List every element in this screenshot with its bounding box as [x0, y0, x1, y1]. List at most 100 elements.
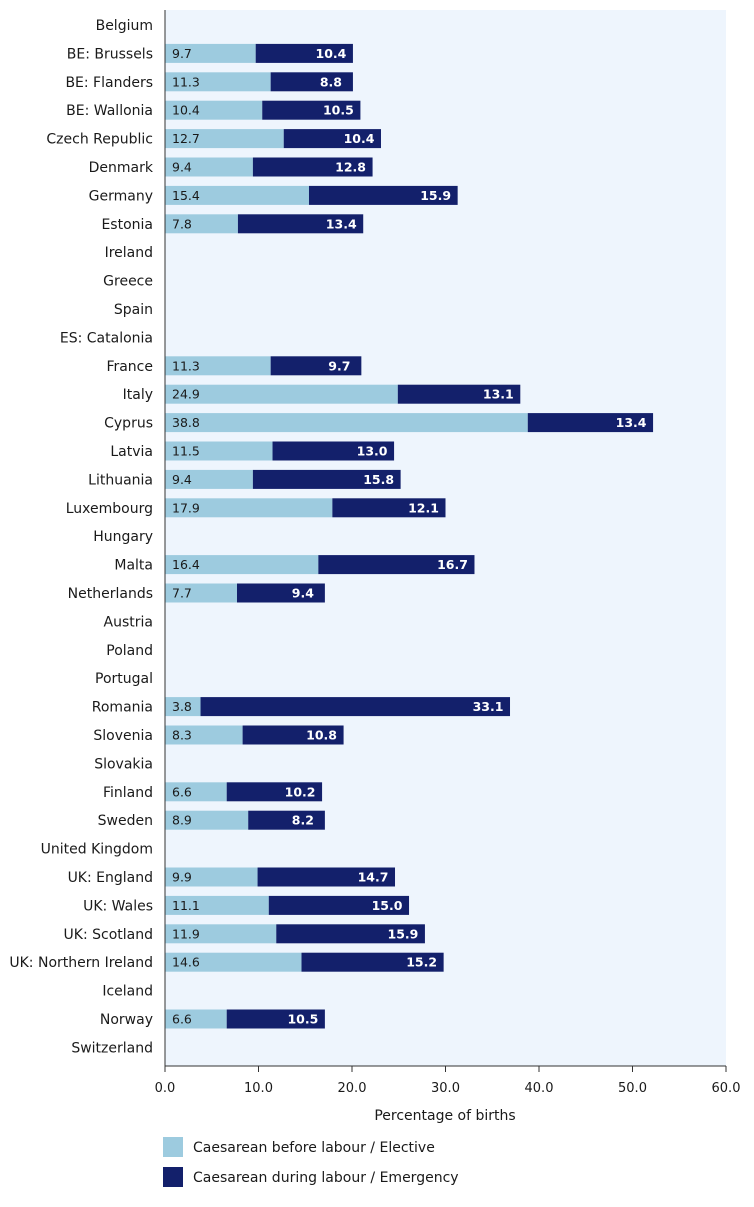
bar-segment-elective [165, 43, 256, 63]
bar-segment-emergency [248, 810, 325, 830]
category-label: UK: England [68, 870, 153, 886]
bar-segment-elective [165, 782, 227, 802]
data-label-emergency: 15.8 [363, 472, 394, 487]
data-label-elective: 6.6 [172, 784, 192, 799]
x-tick-label: 10.0 [244, 1081, 273, 1096]
data-label-elective: 7.8 [172, 216, 192, 231]
bar-segment-emergency [283, 129, 381, 149]
category-label: Denmark [89, 160, 154, 176]
category-label: Latvia [110, 444, 153, 460]
bar-segment-emergency [255, 43, 353, 63]
data-label-emergency: 8.8 [320, 74, 342, 89]
data-label-emergency: 12.8 [335, 160, 366, 175]
category-label: Iceland [102, 984, 153, 1000]
bar-segment-emergency [252, 469, 401, 489]
legend: Caesarean before labour / Elective Caesa… [163, 1137, 459, 1187]
bar-segment-emergency [308, 185, 458, 205]
data-label-elective: 11.5 [172, 444, 200, 459]
bar-segment-elective [165, 697, 201, 717]
data-label-elective: 3.8 [172, 699, 192, 714]
data-label-emergency: 10.8 [306, 728, 337, 743]
bar-segment-emergency [236, 583, 325, 603]
data-label-elective: 9.4 [172, 472, 192, 487]
category-label: BE: Wallonia [66, 103, 153, 119]
category-label: Finland [103, 785, 153, 801]
data-label-emergency: 15.9 [420, 188, 451, 203]
category-label: Greece [103, 274, 153, 290]
bar-segment-elective [165, 441, 273, 461]
bar-segment-elective [165, 952, 302, 972]
data-label-emergency: 33.1 [473, 699, 504, 714]
data-label-elective: 9.4 [172, 160, 192, 175]
category-label: United Kingdom [41, 842, 153, 858]
bar-segment-elective [165, 725, 243, 745]
bar-segment-emergency [301, 952, 444, 972]
category-label: UK: Scotland [64, 927, 153, 943]
legend-swatch-elective [163, 1137, 183, 1157]
bar-segment-emergency [272, 441, 395, 461]
bar-segment-elective [165, 157, 253, 177]
data-label-elective: 16.4 [172, 557, 200, 572]
data-label-elective: 10.4 [172, 103, 200, 118]
bar-segment-elective [165, 555, 319, 575]
data-label-emergency: 13.4 [616, 415, 647, 430]
bar-segment-emergency [262, 100, 361, 120]
data-label-emergency: 12.1 [408, 500, 439, 515]
category-label: Malta [114, 558, 153, 574]
category-label: BE: Flanders [65, 75, 153, 91]
data-label-elective: 11.3 [172, 74, 200, 89]
category-label: Slovenia [93, 728, 153, 744]
x-axis-ticks: 0.0 10.0 20.0 30.0 40.0 50.0 60.0 [155, 1066, 740, 1096]
bar-segment-elective [165, 72, 271, 92]
category-labels: Belgium BE: Brussels BE: Flanders BE: Wallo… [9, 18, 154, 1056]
data-label-elective: 6.6 [172, 1012, 192, 1027]
data-label-emergency: 9.7 [328, 358, 350, 373]
data-label-emergency: 10.5 [323, 103, 354, 118]
bar-segment-emergency [332, 498, 446, 518]
category-label: Czech Republic [46, 132, 153, 148]
bar-segment-emergency [226, 1009, 325, 1029]
category-label: Hungary [93, 529, 153, 545]
data-label-elective: 24.9 [172, 387, 200, 402]
bar-segment-elective [165, 100, 263, 120]
bar-segment-elective [165, 924, 277, 944]
category-label: France [106, 359, 153, 375]
data-label-elective: 14.6 [172, 955, 200, 970]
bar-segment-emergency [200, 697, 511, 717]
data-label-emergency: 9.4 [292, 586, 314, 601]
bar-segment-emergency [252, 157, 373, 177]
x-axis-title: Percentage of births [374, 1108, 515, 1124]
data-label-emergency: 8.2 [292, 813, 314, 828]
data-label-emergency: 15.9 [388, 926, 419, 941]
data-label-elective: 11.9 [172, 926, 200, 941]
category-label: Sweden [98, 813, 153, 829]
category-label: Norway [100, 1012, 153, 1028]
data-label-elective: 12.7 [172, 131, 200, 146]
category-label: Slovakia [94, 756, 153, 772]
data-label-emergency: 10.2 [285, 784, 316, 799]
category-label: Luxembourg [66, 501, 153, 517]
legend-swatch-emergency [163, 1167, 183, 1187]
category-label: BE: Brussels [67, 46, 153, 62]
category-label: Ireland [105, 245, 153, 261]
category-label: Cyprus [104, 416, 153, 432]
category-label: Spain [114, 302, 153, 318]
bar-segment-elective [165, 810, 249, 830]
bar-segment-emergency [237, 214, 364, 234]
bar-segment-emergency [268, 895, 410, 915]
bar-segment-elective [165, 583, 237, 603]
x-tick-label: 0.0 [155, 1081, 176, 1096]
category-label: UK: Northern Ireland [9, 955, 153, 971]
bar-segment-elective [165, 867, 258, 887]
legend-label-emergency: Caesarean during labour / Emergency [193, 1170, 459, 1186]
category-label: Germany [89, 188, 153, 204]
category-label: Portugal [95, 671, 153, 687]
data-label-elective: 15.4 [172, 188, 200, 203]
data-label-emergency: 10.4 [344, 131, 375, 146]
category-label: Switzerland [71, 1040, 153, 1056]
bar-segment-elective [165, 1009, 227, 1029]
bar-segment-emergency [276, 924, 425, 944]
bar-segment-elective [165, 214, 238, 234]
x-tick-label: 40.0 [525, 1081, 554, 1096]
